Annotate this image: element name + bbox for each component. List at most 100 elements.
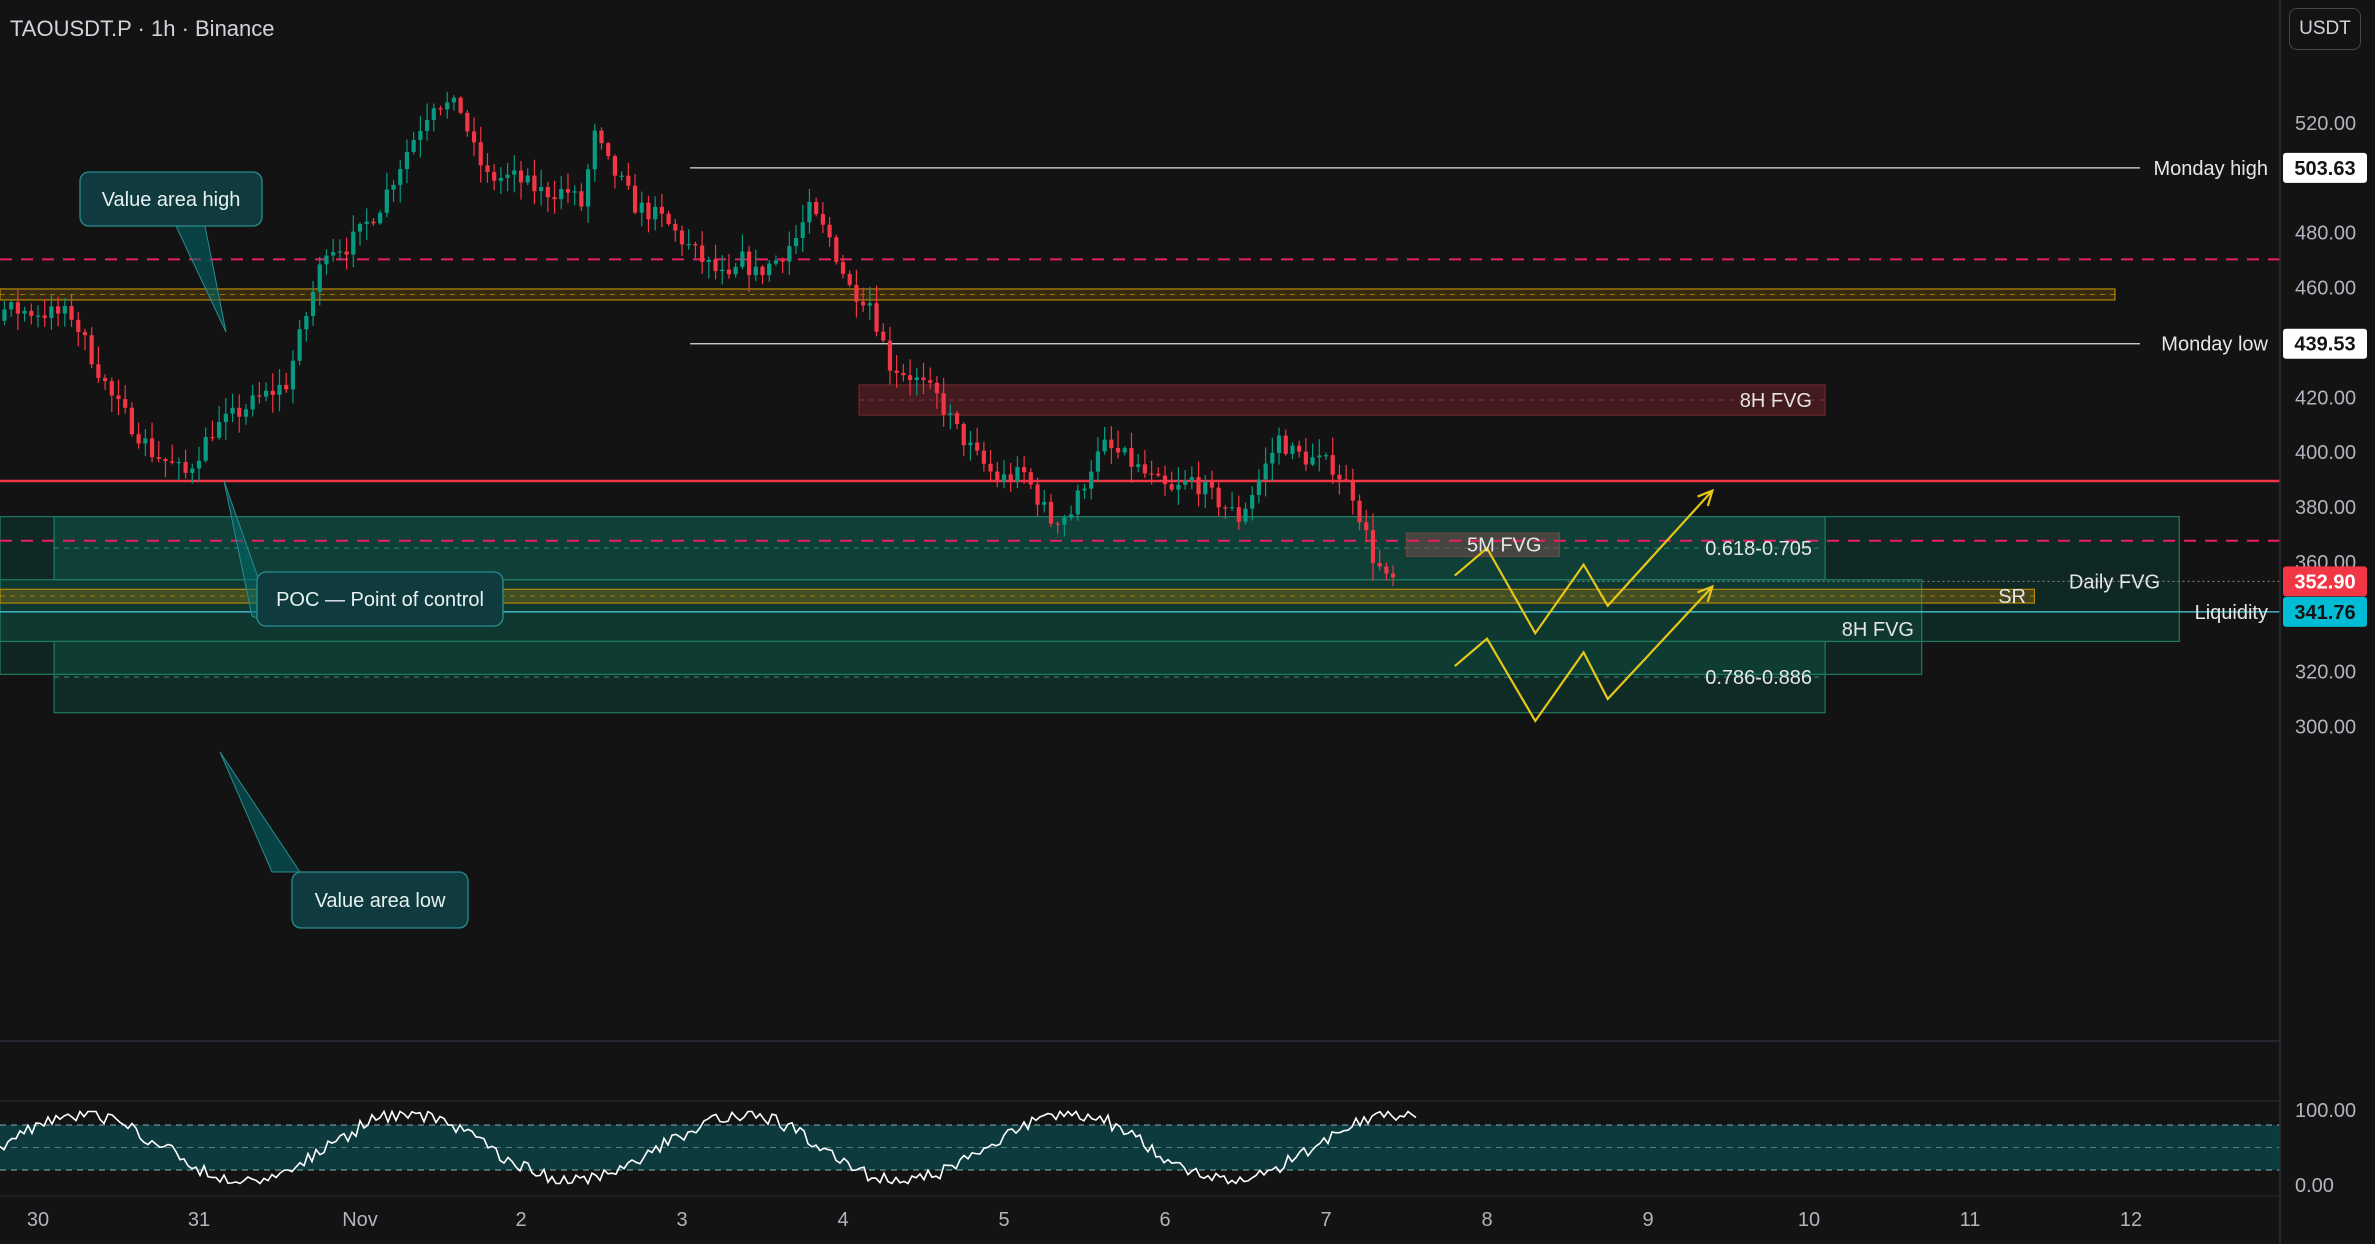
rsi-tick-label: 100.00 xyxy=(2295,1100,2356,1122)
candle-body xyxy=(445,102,450,110)
candle-body xyxy=(498,177,503,181)
label-sr: SR xyxy=(1998,586,2026,608)
candle xyxy=(471,117,477,157)
candle-body xyxy=(317,264,322,292)
projection-arrowhead xyxy=(1697,584,1715,603)
candle xyxy=(371,218,376,227)
price-tag-bg xyxy=(2283,596,2367,627)
candle-body xyxy=(230,407,235,414)
candle-body xyxy=(907,375,913,381)
candle-body xyxy=(854,284,859,302)
candle xyxy=(136,422,141,449)
candle-body xyxy=(505,174,510,178)
candle-body xyxy=(49,306,54,318)
candle xyxy=(733,262,738,278)
candle xyxy=(1115,430,1121,459)
candle-body xyxy=(579,191,584,207)
candle xyxy=(1055,521,1060,534)
candle-body xyxy=(424,120,430,131)
x-tick-label: 11 xyxy=(1960,1209,1981,1231)
candle-body xyxy=(270,390,275,395)
candle-body xyxy=(331,252,336,256)
candle-body xyxy=(840,261,846,274)
candle xyxy=(1196,461,1201,507)
candle xyxy=(1323,452,1329,460)
candle xyxy=(1082,483,1087,499)
candle-body xyxy=(1042,501,1047,505)
candle-body xyxy=(297,329,302,361)
candle xyxy=(934,376,940,409)
candle xyxy=(659,193,664,228)
candle-body xyxy=(874,303,879,332)
candle-body xyxy=(156,457,161,459)
candle xyxy=(465,109,470,137)
candle-body xyxy=(69,306,74,320)
candle-body xyxy=(451,97,457,103)
candle xyxy=(887,326,893,385)
annotations-layer: Value area high POC — Point of control Val… xyxy=(79,158,2269,929)
candle xyxy=(163,457,168,478)
callout-value-area-high-box xyxy=(79,171,263,227)
candle xyxy=(713,244,718,280)
x-tick-label: 4 xyxy=(837,1209,848,1231)
candle-body xyxy=(42,315,47,318)
candle xyxy=(1062,514,1067,537)
price-tag: 341.76 xyxy=(2283,596,2367,627)
candle xyxy=(847,270,852,288)
candle-body xyxy=(190,468,195,473)
candle xyxy=(800,205,805,253)
x-tick-label: 12 xyxy=(2120,1209,2142,1231)
candle-body xyxy=(1001,474,1007,482)
candle-body xyxy=(1035,484,1040,505)
label-daily-fvg: Daily FVG xyxy=(2069,571,2160,593)
candle-body xyxy=(1283,435,1288,454)
candle-body xyxy=(1337,474,1342,480)
candle xyxy=(498,167,503,195)
candle-body xyxy=(1082,488,1087,491)
price-tag: 503.63 xyxy=(2283,152,2367,183)
candle-body xyxy=(136,434,141,444)
candle-body xyxy=(96,364,101,378)
candle-body xyxy=(539,187,544,192)
candle-body xyxy=(357,223,363,232)
label-8h-fvg-upper: 8H FVG xyxy=(1740,390,1812,412)
candle-body xyxy=(371,221,376,224)
candle-body xyxy=(599,130,604,144)
candle-body xyxy=(29,310,34,316)
candle-body xyxy=(290,360,296,390)
candle-body xyxy=(653,206,658,220)
candle-body xyxy=(834,237,839,262)
candle xyxy=(56,296,61,327)
candle xyxy=(599,127,604,150)
candle xyxy=(344,237,349,270)
candle-body xyxy=(693,243,698,246)
candle-body xyxy=(1250,494,1255,509)
candle xyxy=(378,210,383,225)
callout-value-area-low-box xyxy=(291,871,469,929)
candle-body xyxy=(344,251,349,255)
candle-body xyxy=(726,269,732,275)
candle-body xyxy=(867,303,872,306)
y-tick-label: 420.00 xyxy=(2295,387,2356,409)
currency-unit-button[interactable]: USDT xyxy=(2289,8,2361,50)
candle xyxy=(304,311,309,342)
price-tag-value: 352.90 xyxy=(2294,571,2355,593)
zone-fib-786-886 xyxy=(53,640,1826,714)
candle-body xyxy=(948,413,953,415)
zone-5m-fvg xyxy=(1405,532,1561,557)
candle-body xyxy=(170,461,175,463)
candle-body xyxy=(1357,500,1362,523)
candle xyxy=(337,239,342,261)
candle xyxy=(223,398,228,440)
candle xyxy=(176,457,181,481)
candle xyxy=(653,196,658,231)
y-tick-label: 300.00 xyxy=(2295,716,2356,738)
label-liquidity: Liquidity xyxy=(2195,602,2268,624)
label-8h-fvg-lower: 8H FVG xyxy=(1842,619,1914,641)
candle-body xyxy=(666,213,671,224)
candle-body xyxy=(22,310,27,314)
candle-body xyxy=(646,202,651,220)
candle xyxy=(1189,466,1194,490)
